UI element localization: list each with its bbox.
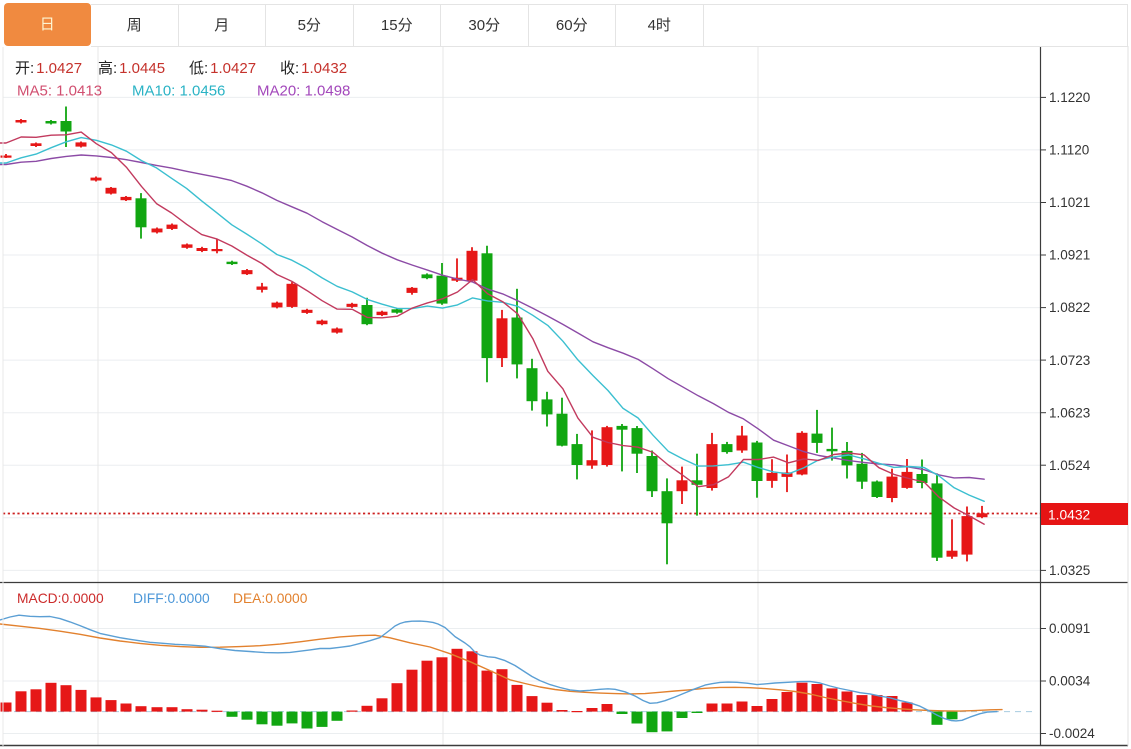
svg-text:0.0034: 0.0034 [1049, 674, 1091, 689]
svg-text:1.0432: 1.0432 [1048, 508, 1090, 523]
svg-text:-0.0024: -0.0024 [1049, 726, 1095, 741]
svg-text:1.0723: 1.0723 [1049, 353, 1090, 368]
svg-text:MA5: 1.0413: MA5: 1.0413 [17, 83, 102, 100]
svg-text:1.1021: 1.1021 [1049, 195, 1090, 210]
svg-text:1.0822: 1.0822 [1049, 300, 1090, 315]
svg-text:1.0623: 1.0623 [1049, 405, 1090, 420]
svg-text:MA10: 1.0456: MA10: 1.0456 [132, 83, 225, 100]
svg-text:1.0524: 1.0524 [1049, 458, 1091, 473]
svg-text:DIFF:0.0000: DIFF:0.0000 [133, 591, 210, 606]
svg-text:1.0921: 1.0921 [1049, 248, 1090, 263]
svg-text:开:1.0427: 开: 1.0427 [15, 60, 82, 77]
svg-text:1.0325: 1.0325 [1049, 563, 1090, 578]
svg-text:低:1.0427: 低: 1.0427 [189, 60, 256, 77]
svg-text:0.0091: 0.0091 [1049, 621, 1090, 636]
svg-text:1.1120: 1.1120 [1049, 143, 1089, 158]
svg-text:1.1220: 1.1220 [1049, 90, 1090, 105]
svg-text:收:1.0432: 收: 1.0432 [280, 60, 347, 77]
svg-text:MACD:0.0000: MACD:0.0000 [17, 591, 104, 606]
svg-text:DEA:0.0000: DEA:0.0000 [233, 591, 308, 606]
svg-text:MA20: 1.0498: MA20: 1.0498 [257, 83, 350, 100]
svg-text:高:1.0445: 高: 1.0445 [98, 60, 165, 77]
